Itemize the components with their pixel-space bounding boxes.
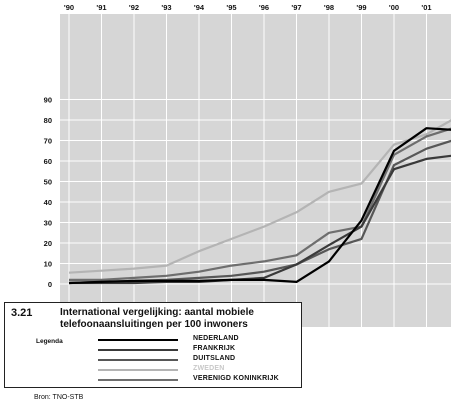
y-tick-label: 60 xyxy=(44,157,52,166)
legend-label: DUITSLAND xyxy=(193,355,236,362)
series-line-verenigd-koninkrijk xyxy=(69,127,451,281)
y-axis-ticks: 90 80 70 60 50 40 30 20 10 0 xyxy=(44,96,52,290)
x-axis-ticks: '90'91'92'93'94'95'96'97'98'99'00'01'0 xyxy=(64,3,432,12)
x-tick-label: '01 xyxy=(421,3,431,12)
y-tick-label: 50 xyxy=(44,178,52,187)
y-tick-label: 20 xyxy=(44,239,52,248)
x-tick-label: '99 xyxy=(356,3,366,12)
x-tick-label: '97 xyxy=(291,3,301,12)
legend-item: FRANKRIJK xyxy=(98,345,298,355)
series-line-frankrijk xyxy=(69,154,451,285)
x-tick-label: '93 xyxy=(161,3,171,12)
series-lines xyxy=(68,119,451,285)
figure-caption-box: 3.21 International vergelijking: aantal … xyxy=(4,302,302,388)
figure-number: 3.21 xyxy=(11,307,33,319)
legend-label: ZWEDEN xyxy=(193,365,225,372)
legend-swatch xyxy=(98,369,178,371)
legend-swatch xyxy=(98,349,178,351)
x-tick-label: '91 xyxy=(96,3,106,12)
y-tick-label: 70 xyxy=(44,137,52,146)
y-tick-label: 30 xyxy=(44,219,52,228)
legend-label: NEDERLAND xyxy=(193,335,239,342)
legend-label: FRANKRIJK xyxy=(193,345,236,352)
x-tick-label: '90 xyxy=(64,3,74,12)
legend-swatch xyxy=(98,359,178,361)
legend-item: VERENIGD KONINKRIJK xyxy=(98,375,298,385)
y-tick-label: 0 xyxy=(48,280,52,289)
x-tick-label: '94 xyxy=(194,3,205,12)
legend-label: VERENIGD KONINKRIJK xyxy=(193,375,279,382)
series-line-zweden xyxy=(68,119,451,274)
legend-item: NEDERLAND xyxy=(98,335,298,345)
y-tick-label: 10 xyxy=(44,260,52,269)
legend-item: DUITSLAND xyxy=(98,355,298,365)
series-line-nederland xyxy=(68,127,451,285)
source-note: Bron: TNO-STB xyxy=(34,394,84,401)
x-tick-label: '92 xyxy=(129,3,139,12)
figure-title: International vergelijking: aantal mobie… xyxy=(60,307,254,330)
legend-item: ZWEDEN xyxy=(98,365,298,375)
y-tick-label: 40 xyxy=(44,198,52,207)
legend-swatch xyxy=(98,339,178,341)
legend-swatch xyxy=(98,379,178,381)
y-tick-label: 90 xyxy=(44,96,52,105)
legend-title: Legenda xyxy=(36,338,63,345)
x-tick-label: '96 xyxy=(259,3,269,12)
y-tick-label: 80 xyxy=(44,116,52,125)
x-tick-label: '95 xyxy=(226,3,236,12)
x-tick-label: '00 xyxy=(389,3,399,12)
x-tick-label: '98 xyxy=(324,3,334,12)
